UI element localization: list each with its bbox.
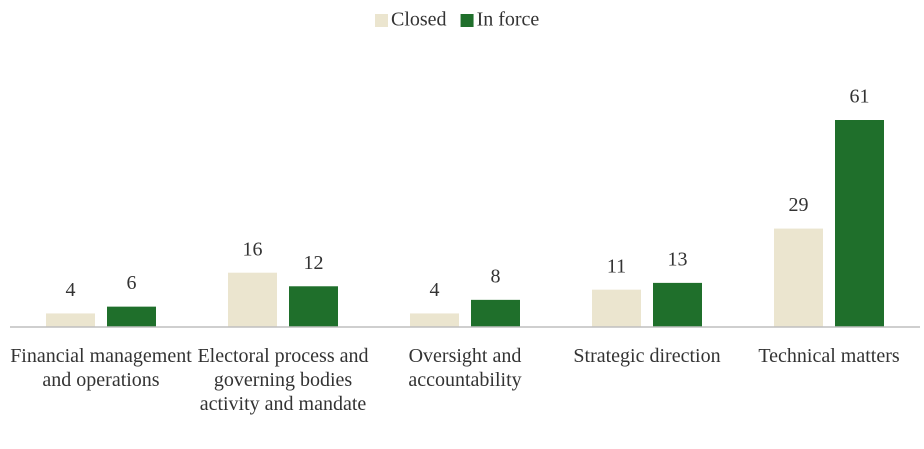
data-label: 8 xyxy=(491,265,501,287)
legend-swatch xyxy=(375,14,388,27)
data-label: 12 xyxy=(304,252,324,274)
bar xyxy=(835,120,884,327)
x-tick-label: Oversight and accountability xyxy=(408,345,522,391)
bar xyxy=(592,289,641,327)
legend-label: Closed xyxy=(391,9,447,31)
data-label: 61 xyxy=(850,86,870,108)
x-tick-label: Strategic direction xyxy=(573,345,721,367)
data-label: 13 xyxy=(668,248,688,270)
legend-label: In force xyxy=(477,9,540,31)
bar xyxy=(46,313,95,327)
bar xyxy=(774,228,823,327)
data-label: 11 xyxy=(607,255,626,277)
x-tick-label: Financial management and operations xyxy=(10,345,192,391)
data-label: 6 xyxy=(127,272,137,294)
data-label: 16 xyxy=(243,238,263,260)
bar xyxy=(228,272,277,327)
data-label: 4 xyxy=(66,279,76,301)
x-tick-label: Electoral process and governing bodies a… xyxy=(197,345,369,415)
bar xyxy=(471,299,520,327)
x-tick-label: Technical matters xyxy=(758,345,900,367)
data-label: 4 xyxy=(430,279,440,301)
bar xyxy=(107,306,156,327)
bar xyxy=(410,313,459,327)
data-label: 29 xyxy=(789,194,809,216)
bar xyxy=(653,282,702,327)
legend-swatch xyxy=(460,14,474,27)
bar xyxy=(289,286,338,327)
